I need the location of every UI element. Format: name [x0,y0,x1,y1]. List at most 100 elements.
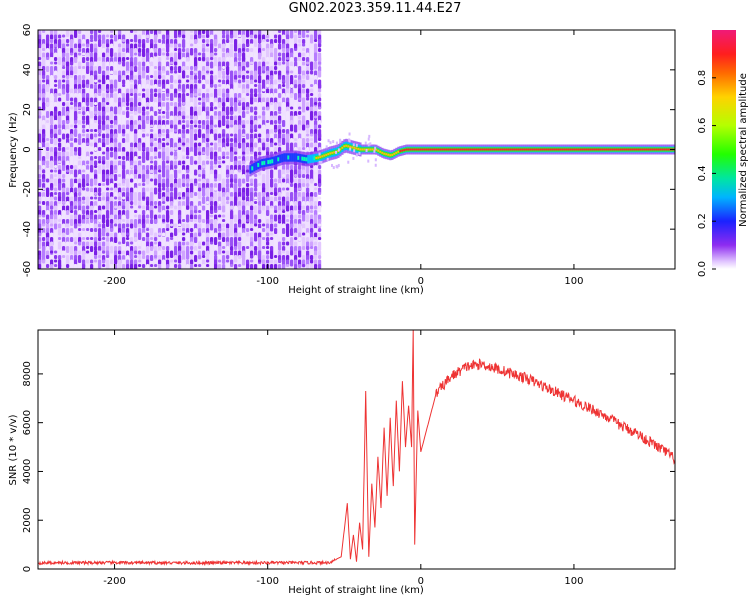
heatmap-cell [282,61,286,65]
heatmap-cell [327,139,330,143]
heatmap-cell [214,169,218,176]
heatmap-cell [122,151,126,157]
heatmap-cell [218,205,222,211]
heatmap-cell [218,39,222,45]
heatmap-cell [318,192,322,195]
heatmap-cell [46,178,50,183]
heatmap-cell [106,246,110,252]
heatmap-cell [182,151,186,156]
heatmap-cell [186,124,190,128]
signal-core [637,148,640,151]
signal-core [571,148,574,151]
heatmap-cell [54,232,58,242]
heatmap-cell [314,61,318,70]
heatmap-cell [226,205,230,213]
heatmap-cell [258,97,262,104]
signal-core [329,152,332,155]
heatmap-cell [234,151,238,155]
heatmap-cell [278,133,282,140]
heatmap-cell [270,232,274,236]
heatmap-cell [270,187,274,194]
heatmap-cell [54,84,58,87]
heatmap-cell [66,151,70,157]
signal-core [277,157,280,162]
heatmap-cell [310,102,314,108]
heatmap-cell [82,214,86,221]
heatmap-cell [130,201,134,205]
signal-core [341,146,344,149]
heatmap-cell [274,111,278,116]
heatmap-cell [38,43,42,49]
heatmap-cell [318,237,322,240]
heatmap-cell [42,196,46,202]
heatmap-cell [54,169,58,173]
heatmap-cell [70,237,74,242]
heatmap-cell [278,142,282,147]
heatmap-cell [234,124,238,131]
heatmap-cell [138,39,142,44]
heatmap-cell [310,30,314,34]
heatmap-cell [198,165,202,171]
heatmap-cell [238,192,242,198]
heatmap-cell [182,34,186,39]
heatmap-cell [46,111,50,118]
heatmap-cell [174,205,178,210]
heatmap-cell [118,264,122,269]
heatmap-cell [310,61,314,71]
signal-core [327,153,330,156]
heatmap-cell [126,70,130,74]
heatmap-cell [78,223,82,227]
heatmap-cell [226,43,230,50]
heatmap-cell [230,124,234,128]
heatmap-cell [86,111,90,115]
heatmap-cell [102,156,106,162]
heatmap-cell [86,187,90,192]
heatmap-cell [94,120,98,123]
heatmap-cell [186,106,190,110]
signal-core [349,145,352,148]
heatmap-cell [70,250,74,255]
heatmap-cell [82,52,86,56]
heatmap-cell [146,115,150,122]
heatmap-cell [182,165,186,171]
heatmap-cell [42,30,46,33]
heatmap-cell [106,39,110,45]
heatmap-cell [82,138,86,144]
signal-band [255,161,258,171]
heatmap-cell [230,219,234,225]
signal-core [393,152,396,155]
heatmap-cell [262,97,266,103]
heatmap-cell [194,124,198,128]
heatmap-cell [46,174,50,180]
heatmap-cell [222,156,226,159]
heatmap-cell [98,246,102,251]
heatmap-cell [258,66,262,75]
heatmap-cell [198,120,202,124]
heatmap-cell [102,250,106,254]
heatmap-cell [154,52,158,57]
heatmap-cell [202,219,206,223]
heatmap-cell [118,97,122,104]
heatmap-cell [106,147,110,152]
heatmap-cell [82,169,86,173]
heatmap-cell [62,223,66,230]
heatmap-cell [70,75,74,78]
heatmap-cell [202,120,206,126]
signal-core [523,148,526,151]
heatmap-cell [138,241,142,245]
heatmap-cell [230,241,234,247]
heatmap-cell [234,232,238,239]
heatmap-cell [142,61,146,67]
heatmap-cell [306,93,310,98]
heatmap-cell [178,259,182,264]
heatmap-cell [62,61,66,66]
heatmap-cell [250,228,254,231]
heatmap-cell [318,88,322,93]
heatmap-cell [286,219,290,222]
heatmap-cell [298,138,302,144]
heatmap-cell [210,147,214,152]
signal-core [301,156,304,161]
heatmap-cell [238,142,242,149]
heatmap-cell [278,210,282,214]
heatmap-cell [210,133,214,140]
